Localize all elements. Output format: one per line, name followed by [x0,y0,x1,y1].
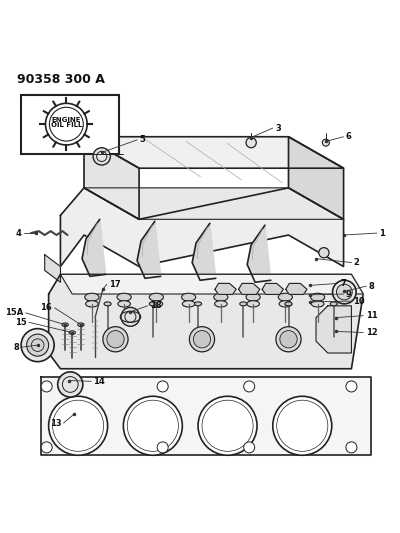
Text: 12: 12 [366,328,377,337]
Ellipse shape [214,293,228,301]
Circle shape [190,327,214,352]
Ellipse shape [69,331,75,334]
Circle shape [273,396,332,455]
Ellipse shape [117,293,131,301]
Circle shape [244,442,255,453]
Circle shape [336,284,352,300]
Ellipse shape [86,301,98,307]
Ellipse shape [278,293,292,301]
Ellipse shape [310,293,325,301]
Circle shape [276,327,301,352]
Text: 15: 15 [15,318,27,327]
Ellipse shape [240,302,247,306]
Circle shape [107,330,124,348]
Text: 4: 4 [16,229,22,238]
Text: 18: 18 [150,301,162,310]
Polygon shape [192,223,216,280]
Circle shape [246,138,256,148]
Text: 11: 11 [366,311,377,320]
Ellipse shape [182,301,195,307]
Ellipse shape [118,301,130,307]
Circle shape [41,381,52,392]
Text: 1: 1 [379,229,385,238]
Text: 9: 9 [346,289,352,298]
Ellipse shape [247,301,260,307]
Text: 5: 5 [140,135,145,144]
Polygon shape [45,255,60,282]
Circle shape [27,334,49,356]
Ellipse shape [182,293,196,301]
Circle shape [103,327,128,352]
Text: 90358 300 A: 90358 300 A [17,73,105,86]
Polygon shape [60,274,363,294]
Text: 13: 13 [50,418,61,427]
Text: 2: 2 [354,258,360,267]
Circle shape [193,330,211,348]
Ellipse shape [311,301,324,307]
Text: 16: 16 [40,303,52,312]
Circle shape [322,139,330,146]
Polygon shape [82,219,106,276]
Circle shape [157,442,168,453]
Polygon shape [84,188,344,219]
Polygon shape [60,188,344,266]
Circle shape [46,103,87,145]
Circle shape [319,248,329,258]
Circle shape [157,381,168,392]
Polygon shape [286,284,307,294]
Ellipse shape [62,323,68,327]
Circle shape [49,396,108,455]
Text: 8: 8 [369,281,374,290]
Circle shape [41,442,52,453]
Circle shape [244,381,255,392]
Ellipse shape [214,301,227,307]
Text: ENGINE: ENGINE [52,117,81,123]
Text: 3: 3 [275,124,281,133]
Text: 14: 14 [94,377,105,386]
Polygon shape [41,377,371,455]
Ellipse shape [279,301,292,307]
Circle shape [21,329,54,362]
Text: 6: 6 [346,132,352,141]
Polygon shape [316,306,352,353]
Ellipse shape [149,293,164,301]
Circle shape [121,308,140,326]
Circle shape [346,442,357,453]
Polygon shape [215,284,236,294]
Ellipse shape [246,293,260,301]
Circle shape [280,330,297,348]
Circle shape [50,107,83,141]
Circle shape [93,148,110,165]
Ellipse shape [104,302,111,306]
Polygon shape [84,137,344,168]
Circle shape [123,396,182,455]
Ellipse shape [194,302,202,306]
Ellipse shape [285,302,292,306]
Text: 15A: 15A [5,309,24,317]
Ellipse shape [150,301,163,307]
Polygon shape [247,225,271,282]
Text: OIL FILL: OIL FILL [51,122,82,128]
Text: 10: 10 [353,296,365,305]
Circle shape [198,396,257,455]
Ellipse shape [78,323,84,327]
Ellipse shape [330,302,337,306]
Text: 17: 17 [109,280,121,289]
Polygon shape [288,137,344,219]
Circle shape [332,280,356,304]
Text: 8: 8 [14,343,20,352]
Ellipse shape [149,302,156,306]
Polygon shape [137,221,161,278]
Circle shape [58,372,83,397]
Bar [21,95,120,155]
Polygon shape [49,274,363,369]
Polygon shape [262,284,283,294]
Text: 7: 7 [340,279,346,288]
Polygon shape [238,284,260,294]
Circle shape [346,381,357,392]
Ellipse shape [85,293,99,301]
Polygon shape [84,137,139,219]
